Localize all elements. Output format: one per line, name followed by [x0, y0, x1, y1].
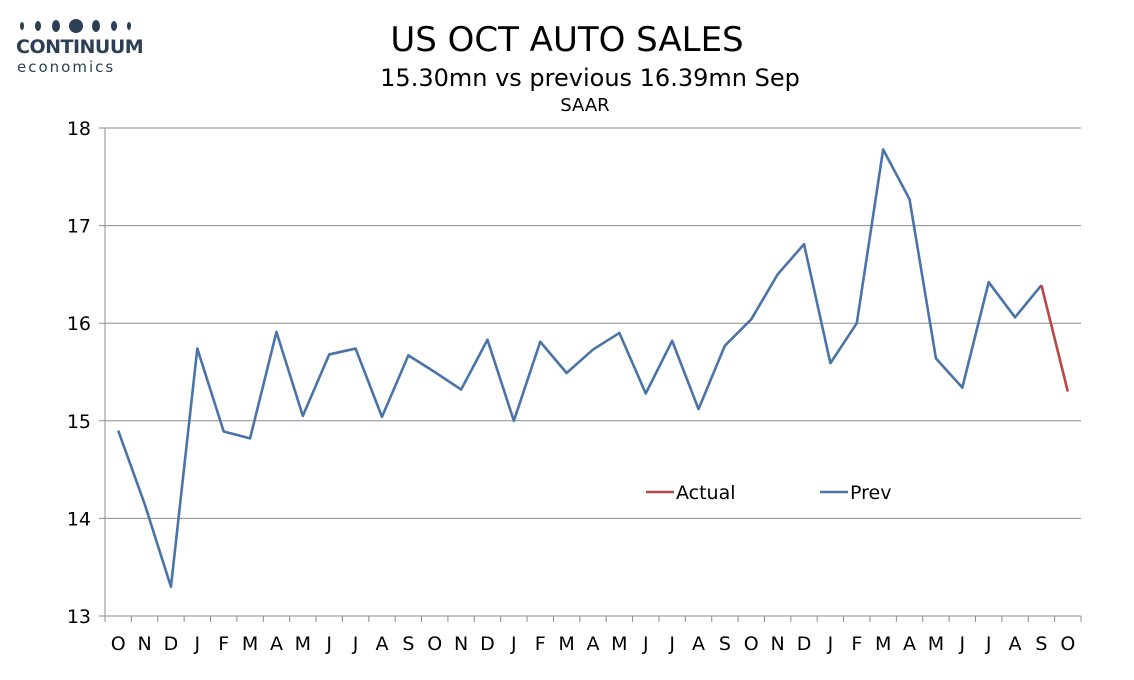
x-tick-label: M: [558, 633, 574, 655]
x-tick-label: J: [827, 633, 834, 655]
x-tick-label: F: [218, 633, 229, 655]
x-tick-label: F: [535, 633, 546, 655]
legend-label-actual: Actual: [676, 482, 736, 504]
x-tick-label: M: [611, 633, 627, 655]
x-tick-label: J: [352, 633, 359, 655]
x-tick-label: J: [194, 633, 201, 655]
x-tick-label: A: [587, 633, 600, 655]
y-tick-label: 13: [67, 606, 91, 628]
x-tick-label: A: [270, 633, 283, 655]
x-tick-label: J: [958, 633, 965, 655]
x-tick-label: N: [137, 633, 151, 655]
series-lines: [116, 148, 1070, 589]
y-tick-label: 15: [67, 411, 91, 433]
gridlines: [105, 127, 1081, 617]
x-tick-label: A: [375, 633, 388, 655]
x-tick-label: O: [427, 633, 442, 655]
x-tick-label: N: [454, 633, 468, 655]
x-tick-label: J: [668, 633, 675, 655]
series-line-prev: [116, 148, 1043, 589]
x-tick-label: S: [1035, 633, 1047, 655]
legend: Actual Prev: [646, 482, 891, 504]
x-tick-label: O: [1060, 633, 1075, 655]
x-tick-label: J: [325, 633, 332, 655]
chart-subtitle: 15.30mn vs previous 16.39mn Sep: [380, 64, 800, 92]
x-tick-label: A: [692, 633, 705, 655]
x-tick-label: M: [928, 633, 944, 655]
x-tick-label: F: [851, 633, 862, 655]
x-tick-label: M: [875, 633, 891, 655]
x-tick-label: A: [903, 633, 916, 655]
continuum-economics-logo: CONTINUUM economics: [12, 14, 144, 78]
x-tick-label: D: [164, 633, 179, 655]
series-line-actual: [1040, 284, 1070, 392]
axes: [99, 127, 1082, 622]
x-tick-label: S: [402, 633, 414, 655]
y-tick-label: 14: [67, 508, 91, 530]
x-tick-label: A: [1009, 633, 1022, 655]
y-tick-label: 16: [67, 313, 91, 335]
chart-title: US OCT AUTO SALES: [390, 20, 744, 60]
y-tick-label: 17: [67, 216, 91, 238]
logo-sub: economics: [17, 58, 116, 76]
x-tick-label: S: [719, 633, 731, 655]
x-tick-label: D: [480, 633, 495, 655]
y-axis-ticks: 13 14 15 16 17 18: [67, 118, 91, 628]
x-tick-label: M: [295, 633, 311, 655]
x-tick-label: O: [111, 633, 126, 655]
logo-name: CONTINUUM: [16, 36, 144, 58]
y-tick-label: 18: [67, 118, 91, 140]
x-tick-label: J: [985, 633, 992, 655]
x-tick-label: D: [797, 633, 812, 655]
legend-label-prev: Prev: [850, 482, 891, 504]
x-tick-label: M: [242, 633, 258, 655]
x-tick-label: O: [744, 633, 759, 655]
x-tick-label: J: [642, 633, 649, 655]
x-tick-label: N: [771, 633, 785, 655]
x-tick-label: J: [510, 633, 517, 655]
logo-dots-icon: [20, 19, 131, 33]
chart-subtitle-2: SAAR: [560, 95, 610, 116]
